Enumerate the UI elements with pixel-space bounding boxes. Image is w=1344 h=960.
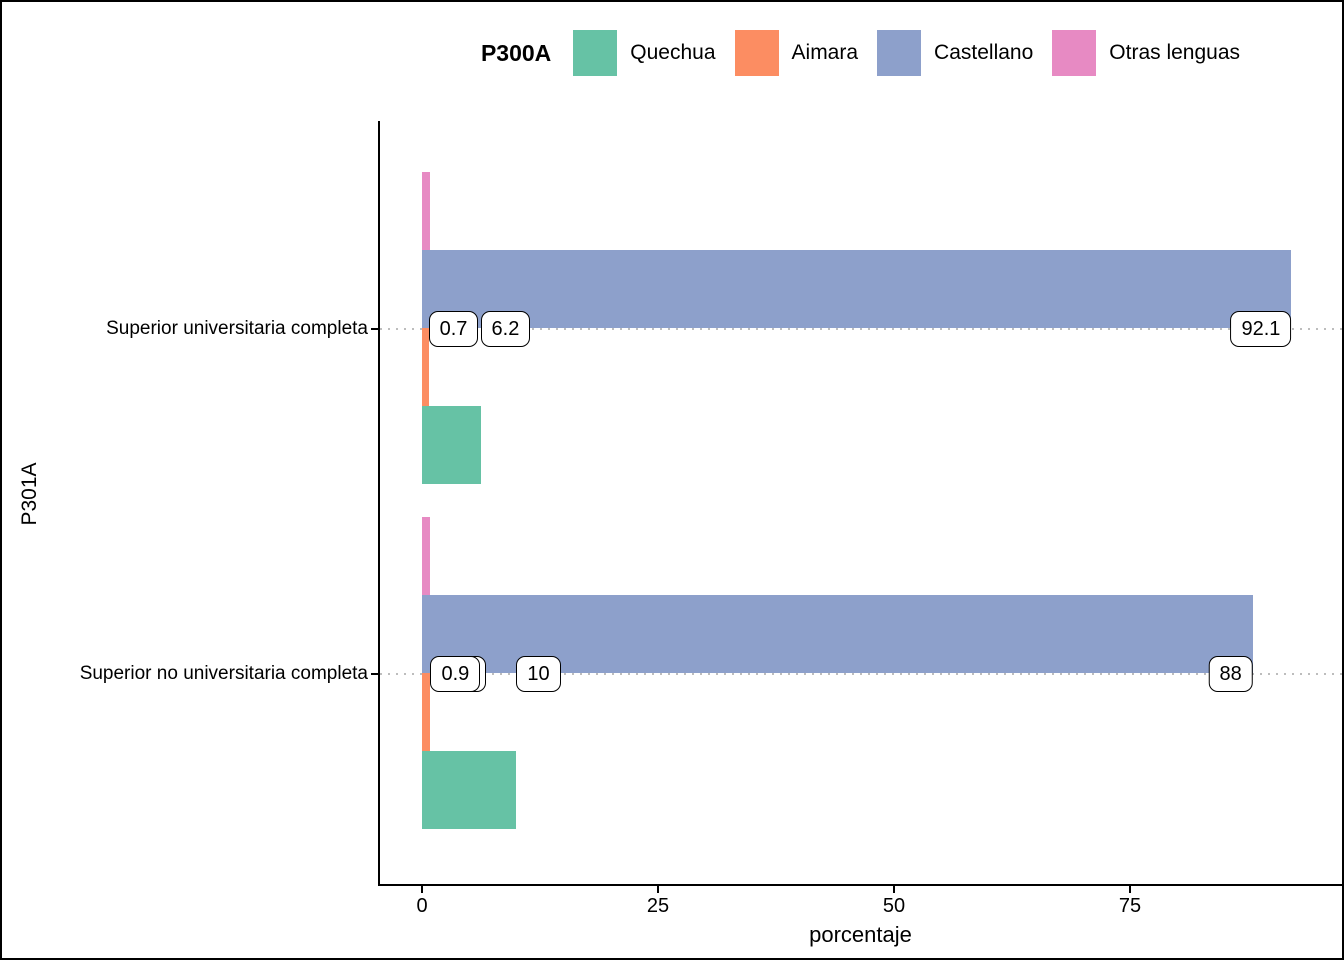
x-axis-tick-label: 25 — [646, 895, 670, 917]
legend-item-label: Otras lenguas — [1109, 41, 1241, 64]
legend-item-quechua: Quechua — [573, 30, 716, 76]
bar-aimara — [422, 328, 429, 406]
legend-swatch-icon — [734, 30, 779, 76]
legend-title: P300A — [480, 39, 552, 66]
y-axis-category-label: Superior no universitaria completa — [79, 663, 368, 684]
legend-swatch-icon — [877, 30, 922, 76]
x-axis-title: porcentaje — [809, 922, 912, 947]
x-axis-tick-label: 75 — [1118, 895, 1142, 917]
x-axis-line — [378, 884, 1342, 886]
x-axis-tick — [657, 886, 659, 893]
value-label-box: 6.2 — [480, 311, 531, 347]
bar-castellano — [422, 250, 1292, 328]
legend-item-label: Castellano — [934, 41, 1034, 64]
x-axis-tick — [893, 886, 895, 893]
legend-item-label: Aimara — [791, 41, 859, 64]
legend-swatch-icon — [573, 30, 618, 76]
value-label-box: 88 — [1208, 656, 1253, 692]
value-label-box: 10 — [516, 656, 561, 692]
bar-aimara — [422, 673, 431, 751]
category-gridline — [380, 673, 1342, 675]
legend-swatch-icon — [1052, 30, 1097, 76]
y-axis-tick — [371, 673, 378, 675]
category-gridline — [380, 328, 1342, 330]
legend: P300A Quechua Aimara Castellano Otras lengu… — [379, 24, 1342, 82]
bar-quechua — [422, 406, 481, 484]
x-axis-tick — [421, 886, 423, 893]
legend-item-label: Quechua — [630, 41, 716, 64]
legend-item-otras-lenguas: Otras lenguas — [1052, 30, 1240, 76]
value-label-box: 0.7 — [428, 311, 479, 347]
x-axis-tick-label: 50 — [882, 895, 906, 917]
bar-castellano — [422, 595, 1253, 673]
legend-item-aimara: Aimara — [734, 30, 859, 76]
bar-otras-lenguas — [422, 172, 430, 250]
value-label-box: 92.1 — [1230, 311, 1292, 347]
bar-otras-lenguas — [422, 517, 430, 595]
x-axis-tick-label: 0 — [416, 895, 428, 917]
x-axis-tick — [1129, 886, 1131, 893]
y-axis-category-label: Superior universitaria completa — [106, 318, 368, 339]
value-label-box: 0.9 — [430, 656, 481, 692]
y-axis-title: P301A — [18, 462, 41, 526]
y-axis-line — [378, 121, 380, 886]
bar-quechua — [422, 751, 517, 829]
legend-item-castellano: Castellano — [877, 30, 1033, 76]
y-axis-tick — [371, 328, 378, 330]
